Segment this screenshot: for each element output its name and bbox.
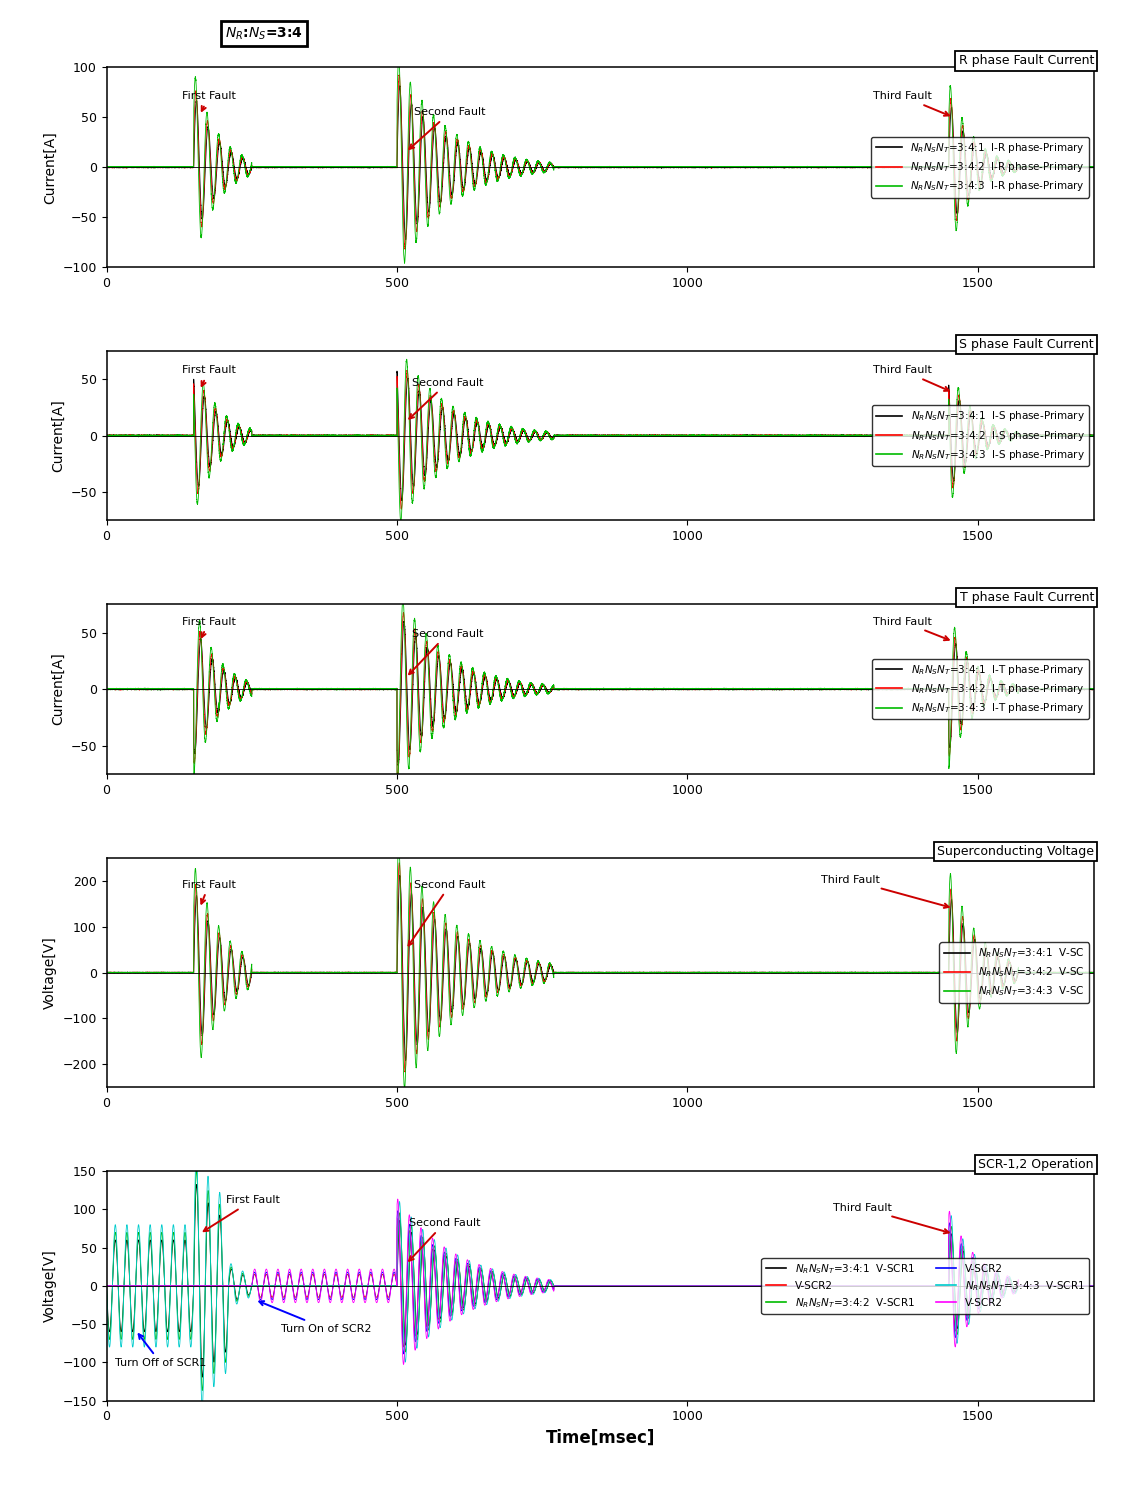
Text: Second Fault: Second Fault	[410, 629, 482, 674]
Y-axis label: Current[A]: Current[A]	[50, 400, 65, 472]
Text: First Fault: First Fault	[182, 366, 236, 386]
Legend: $N_R N_S N_T$=3:4:1  I-S phase-Primary, $N_R N_S N_T$=3:4:2  I-S phase-Primary, : $N_R N_S N_T$=3:4:1 I-S phase-Primary, $…	[872, 406, 1088, 466]
Text: First Fault: First Fault	[182, 91, 236, 111]
Text: Turn On of SCR2: Turn On of SCR2	[259, 1302, 371, 1333]
Y-axis label: Voltage[V]: Voltage[V]	[43, 936, 57, 1008]
Text: First Fault: First Fault	[182, 617, 236, 637]
Text: Second Fault: Second Fault	[410, 108, 486, 148]
Legend: $N_R N_S N_T$=3:4:1  V-SCR1, V-SCR2, $N_R N_S N_T$=3:4:2  V-SCR1, V-SCR2, $N_R N: $N_R N_S N_T$=3:4:1 V-SCR1, V-SCR2, $N_R…	[762, 1258, 1088, 1314]
Text: Third Fault: Third Fault	[873, 91, 949, 115]
Y-axis label: Current[A]: Current[A]	[43, 130, 57, 204]
Text: Third Fault: Third Fault	[873, 617, 949, 640]
Legend: $N_R N_S N_T$=3:4:1  I-T phase-Primary, $N_R N_S N_T$=3:4:2  I-T phase-Primary, : $N_R N_S N_T$=3:4:1 I-T phase-Primary, $…	[872, 659, 1088, 719]
Text: Second Fault: Second Fault	[408, 1218, 480, 1261]
Text: Turn Off of SCR1: Turn Off of SCR1	[116, 1335, 206, 1368]
Text: R phase Fault Current: R phase Fault Current	[958, 54, 1094, 67]
Text: $N_R$:$N_S$=3:4: $N_R$:$N_S$=3:4	[226, 25, 303, 42]
Text: Second Fault: Second Fault	[408, 879, 486, 945]
Text: Third Fault: Third Fault	[873, 366, 949, 391]
Legend: $N_R N_S N_T$=3:4:1  V-SC, $N_R N_S N_T$=3:4:2  V-SC, $N_R N_S N_T$=3:4:3  V-SC: $N_R N_S N_T$=3:4:1 V-SC, $N_R N_S N_T$=…	[939, 942, 1088, 1002]
Text: First Fault: First Fault	[204, 1195, 279, 1231]
Text: SCR-1,2 Operation: SCR-1,2 Operation	[978, 1158, 1094, 1171]
Y-axis label: Current[A]: Current[A]	[50, 653, 65, 725]
X-axis label: Time[msec]: Time[msec]	[545, 1429, 655, 1447]
Text: Superconducting Voltage: Superconducting Voltage	[937, 845, 1094, 858]
Text: Second Fault: Second Fault	[410, 377, 482, 418]
Text: Third Fault: Third Fault	[833, 1203, 948, 1233]
Y-axis label: Voltage[V]: Voltage[V]	[43, 1249, 57, 1323]
Text: S phase Fault Current: S phase Fault Current	[959, 339, 1094, 351]
Text: First Fault: First Fault	[182, 879, 236, 903]
Text: Third Fault: Third Fault	[821, 875, 948, 908]
Text: T phase Fault Current: T phase Fault Current	[959, 592, 1094, 604]
Legend: $N_R N_S N_T$=3:4:1  I-R phase-Primary, $N_R N_S N_T$=3:4:2  I-R phase-Primary, : $N_R N_S N_T$=3:4:1 I-R phase-Primary, $…	[872, 136, 1088, 198]
